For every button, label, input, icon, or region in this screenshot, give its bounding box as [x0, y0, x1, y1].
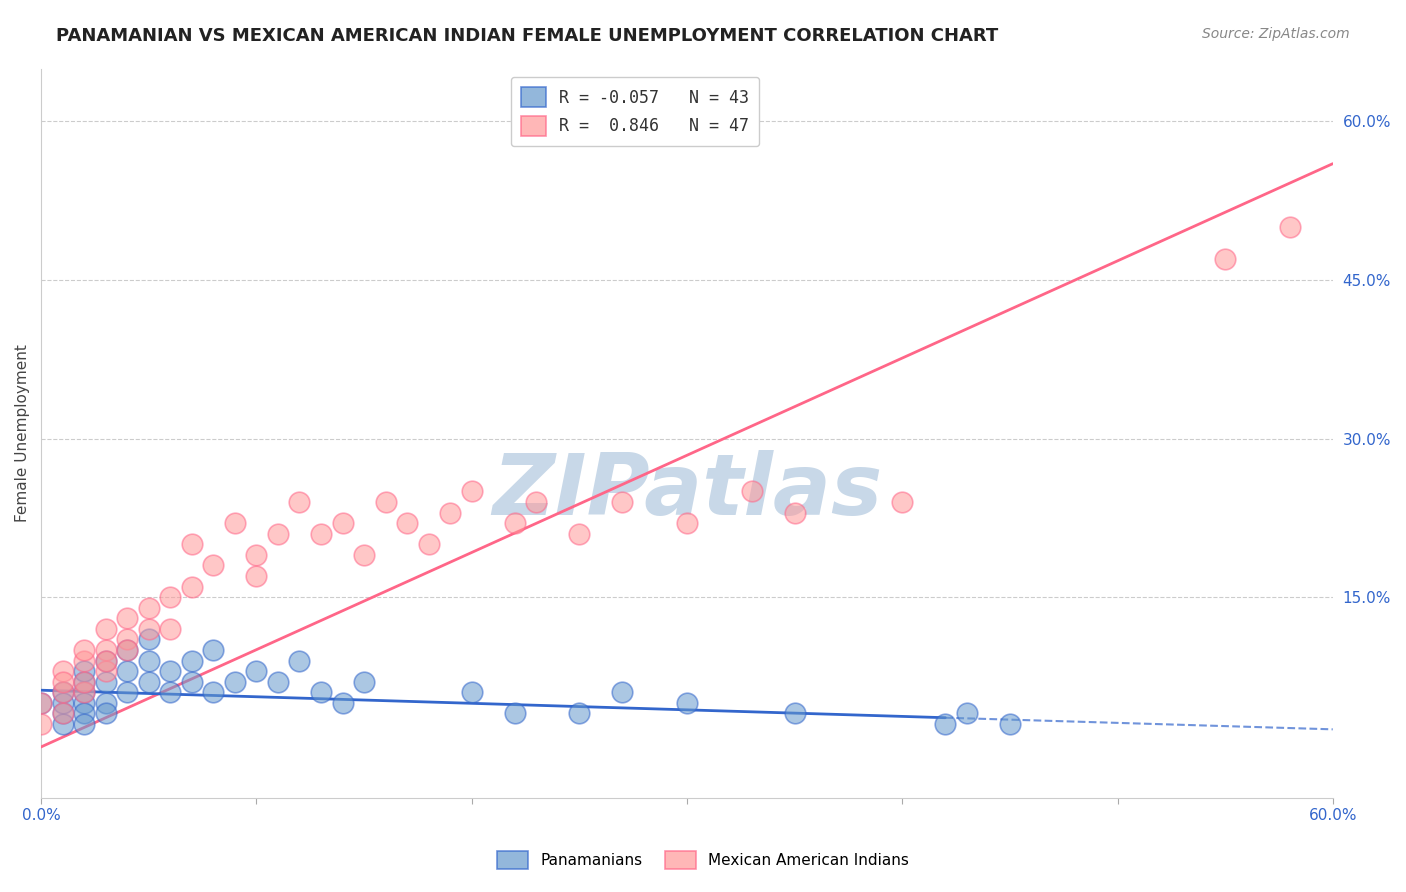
Point — [612, 685, 634, 699]
Point — [783, 506, 806, 520]
Point — [245, 569, 267, 583]
Point — [202, 558, 225, 573]
Point — [224, 516, 246, 531]
Point — [94, 654, 117, 668]
Point — [138, 600, 160, 615]
Point — [418, 537, 440, 551]
Point — [202, 685, 225, 699]
Point — [309, 685, 332, 699]
Point — [73, 643, 96, 657]
Point — [94, 643, 117, 657]
Point — [332, 516, 354, 531]
Point — [159, 622, 181, 636]
Point — [30, 717, 52, 731]
Point — [353, 548, 375, 562]
Point — [353, 674, 375, 689]
Text: Source: ZipAtlas.com: Source: ZipAtlas.com — [1202, 27, 1350, 41]
Point — [73, 717, 96, 731]
Point — [94, 674, 117, 689]
Point — [180, 674, 202, 689]
Point — [180, 654, 202, 668]
Point — [52, 706, 75, 721]
Point — [741, 484, 763, 499]
Point — [52, 717, 75, 731]
Point — [115, 685, 138, 699]
Point — [267, 674, 290, 689]
Point — [73, 654, 96, 668]
Point — [956, 706, 979, 721]
Point — [503, 706, 526, 721]
Point — [934, 717, 956, 731]
Point — [115, 643, 138, 657]
Point — [309, 526, 332, 541]
Point — [503, 516, 526, 531]
Point — [115, 664, 138, 678]
Point — [568, 526, 591, 541]
Point — [138, 632, 160, 647]
Point — [396, 516, 419, 531]
Point — [73, 685, 96, 699]
Point — [30, 696, 52, 710]
Point — [52, 685, 75, 699]
Point — [138, 622, 160, 636]
Point — [115, 632, 138, 647]
Point — [460, 484, 482, 499]
Point — [73, 664, 96, 678]
Point — [783, 706, 806, 721]
Point — [224, 674, 246, 689]
Point — [998, 717, 1021, 731]
Point — [288, 654, 311, 668]
Point — [138, 674, 160, 689]
Point — [94, 622, 117, 636]
Point — [374, 495, 396, 509]
Point — [94, 696, 117, 710]
Point — [115, 611, 138, 625]
Point — [115, 643, 138, 657]
Point — [73, 674, 96, 689]
Text: ZIPatlas: ZIPatlas — [492, 450, 882, 533]
Point — [676, 516, 699, 531]
Legend: R = -0.057   N = 43, R =  0.846   N = 47: R = -0.057 N = 43, R = 0.846 N = 47 — [512, 77, 759, 146]
Point — [180, 537, 202, 551]
Legend: Panamanians, Mexican American Indians: Panamanians, Mexican American Indians — [491, 845, 915, 875]
Point — [460, 685, 482, 699]
Point — [245, 664, 267, 678]
Point — [30, 696, 52, 710]
Point — [73, 696, 96, 710]
Point — [288, 495, 311, 509]
Point — [138, 654, 160, 668]
Point — [52, 664, 75, 678]
Point — [159, 664, 181, 678]
Point — [94, 706, 117, 721]
Point — [52, 706, 75, 721]
Point — [52, 674, 75, 689]
Point — [267, 526, 290, 541]
Point — [159, 685, 181, 699]
Point — [73, 674, 96, 689]
Text: PANAMANIAN VS MEXICAN AMERICAN INDIAN FEMALE UNEMPLOYMENT CORRELATION CHART: PANAMANIAN VS MEXICAN AMERICAN INDIAN FE… — [56, 27, 998, 45]
Point — [94, 664, 117, 678]
Point — [245, 548, 267, 562]
Point — [439, 506, 461, 520]
Point — [568, 706, 591, 721]
Point — [52, 685, 75, 699]
Point — [159, 590, 181, 604]
Point — [94, 654, 117, 668]
Point — [52, 696, 75, 710]
Point — [202, 643, 225, 657]
Point — [612, 495, 634, 509]
Point — [180, 580, 202, 594]
Point — [1278, 220, 1301, 235]
Y-axis label: Female Unemployment: Female Unemployment — [15, 344, 30, 522]
Point — [332, 696, 354, 710]
Point — [676, 696, 699, 710]
Point — [73, 685, 96, 699]
Point — [73, 706, 96, 721]
Point — [524, 495, 547, 509]
Point — [1213, 252, 1236, 266]
Point — [891, 495, 914, 509]
